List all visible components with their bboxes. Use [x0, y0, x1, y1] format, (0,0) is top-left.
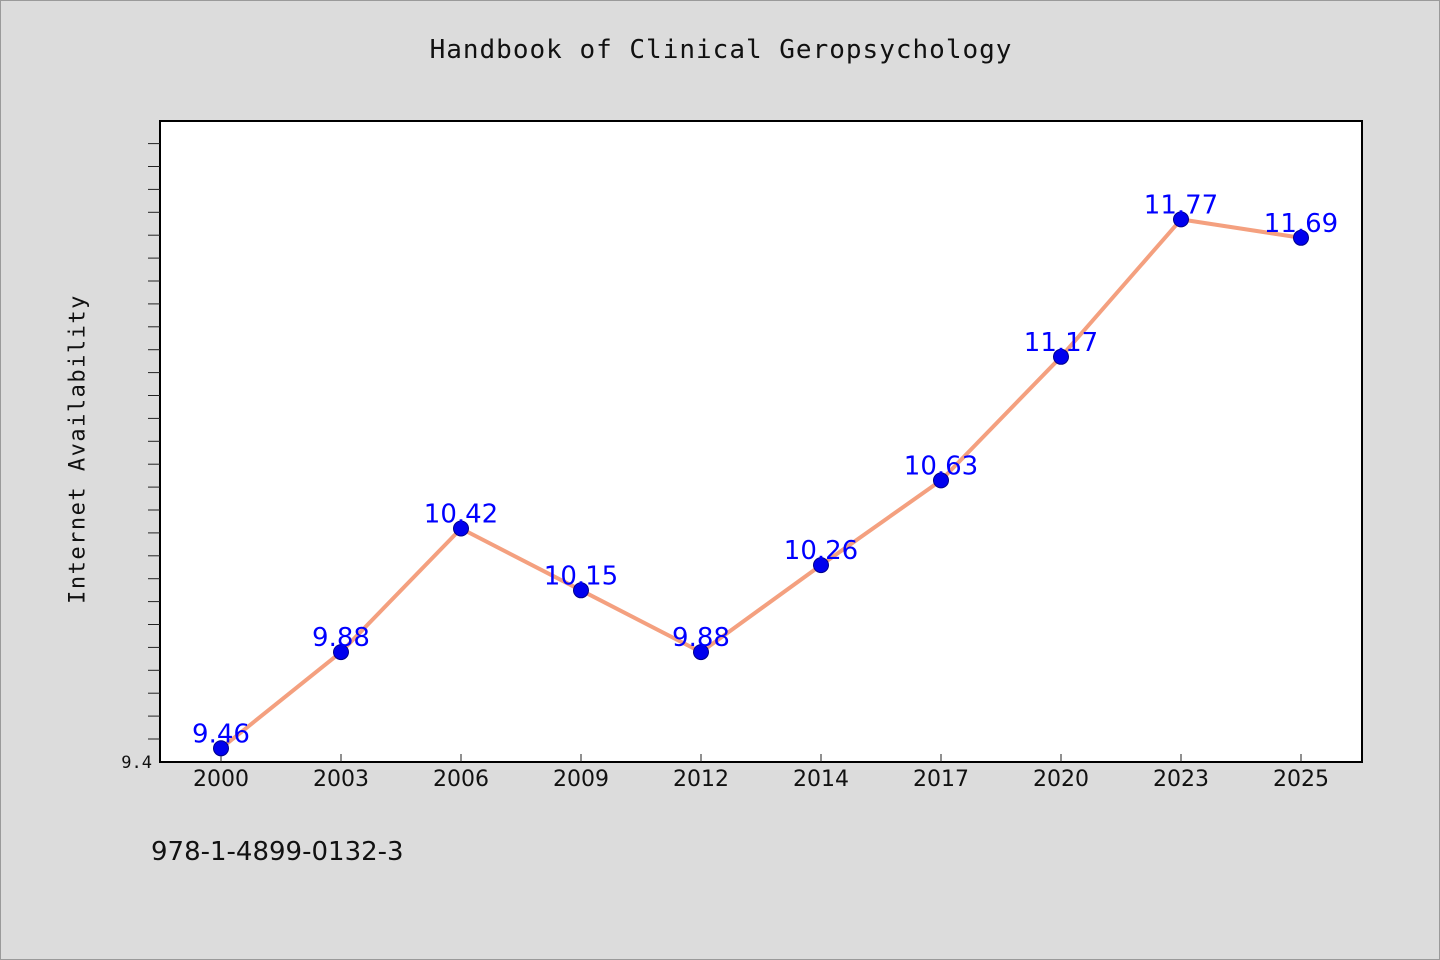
data-label: 11.17	[1024, 328, 1098, 358]
data-point	[1173, 211, 1189, 228]
data-label: 10.15	[544, 561, 618, 591]
footer-isbn: 978-1-4899-0132-3	[151, 837, 404, 867]
data-label: 9.88	[312, 623, 370, 653]
data-point	[213, 740, 229, 757]
data-label: 9.46	[192, 719, 250, 749]
data-point	[573, 582, 589, 599]
series-line	[219, 217, 1303, 751]
data-point	[453, 520, 469, 537]
x-tick-label: 2012	[673, 767, 729, 792]
data-label: 11.69	[1264, 209, 1338, 239]
data-label: 10.26	[784, 536, 858, 566]
plot-area	[159, 120, 1363, 763]
data-point	[1293, 229, 1309, 246]
chart-title: Handbook of Clinical Geropsychology	[429, 35, 1013, 65]
data-label: 10.42	[424, 500, 498, 530]
x-tick-label: 2006	[433, 767, 489, 792]
data-point	[933, 472, 949, 489]
x-tick-label: 2017	[913, 767, 969, 792]
x-tick-label: 2014	[793, 767, 849, 792]
data-point	[813, 557, 829, 574]
x-tick-label: 2023	[1153, 767, 1209, 792]
data-point	[333, 644, 349, 661]
x-tick-label: 2009	[553, 767, 609, 792]
x-tick-label: 2003	[313, 767, 369, 792]
data-point	[1053, 348, 1069, 365]
data-label: 9.88	[672, 623, 730, 653]
data-label: 10.63	[904, 451, 978, 481]
y-tick-label: 9.4	[121, 753, 152, 773]
x-tick-label: 2000	[193, 767, 249, 792]
data-label: 11.77	[1144, 190, 1218, 220]
x-tick-label: 2020	[1033, 767, 1089, 792]
x-tick-label: 2025	[1273, 767, 1329, 792]
data-point	[693, 644, 709, 661]
